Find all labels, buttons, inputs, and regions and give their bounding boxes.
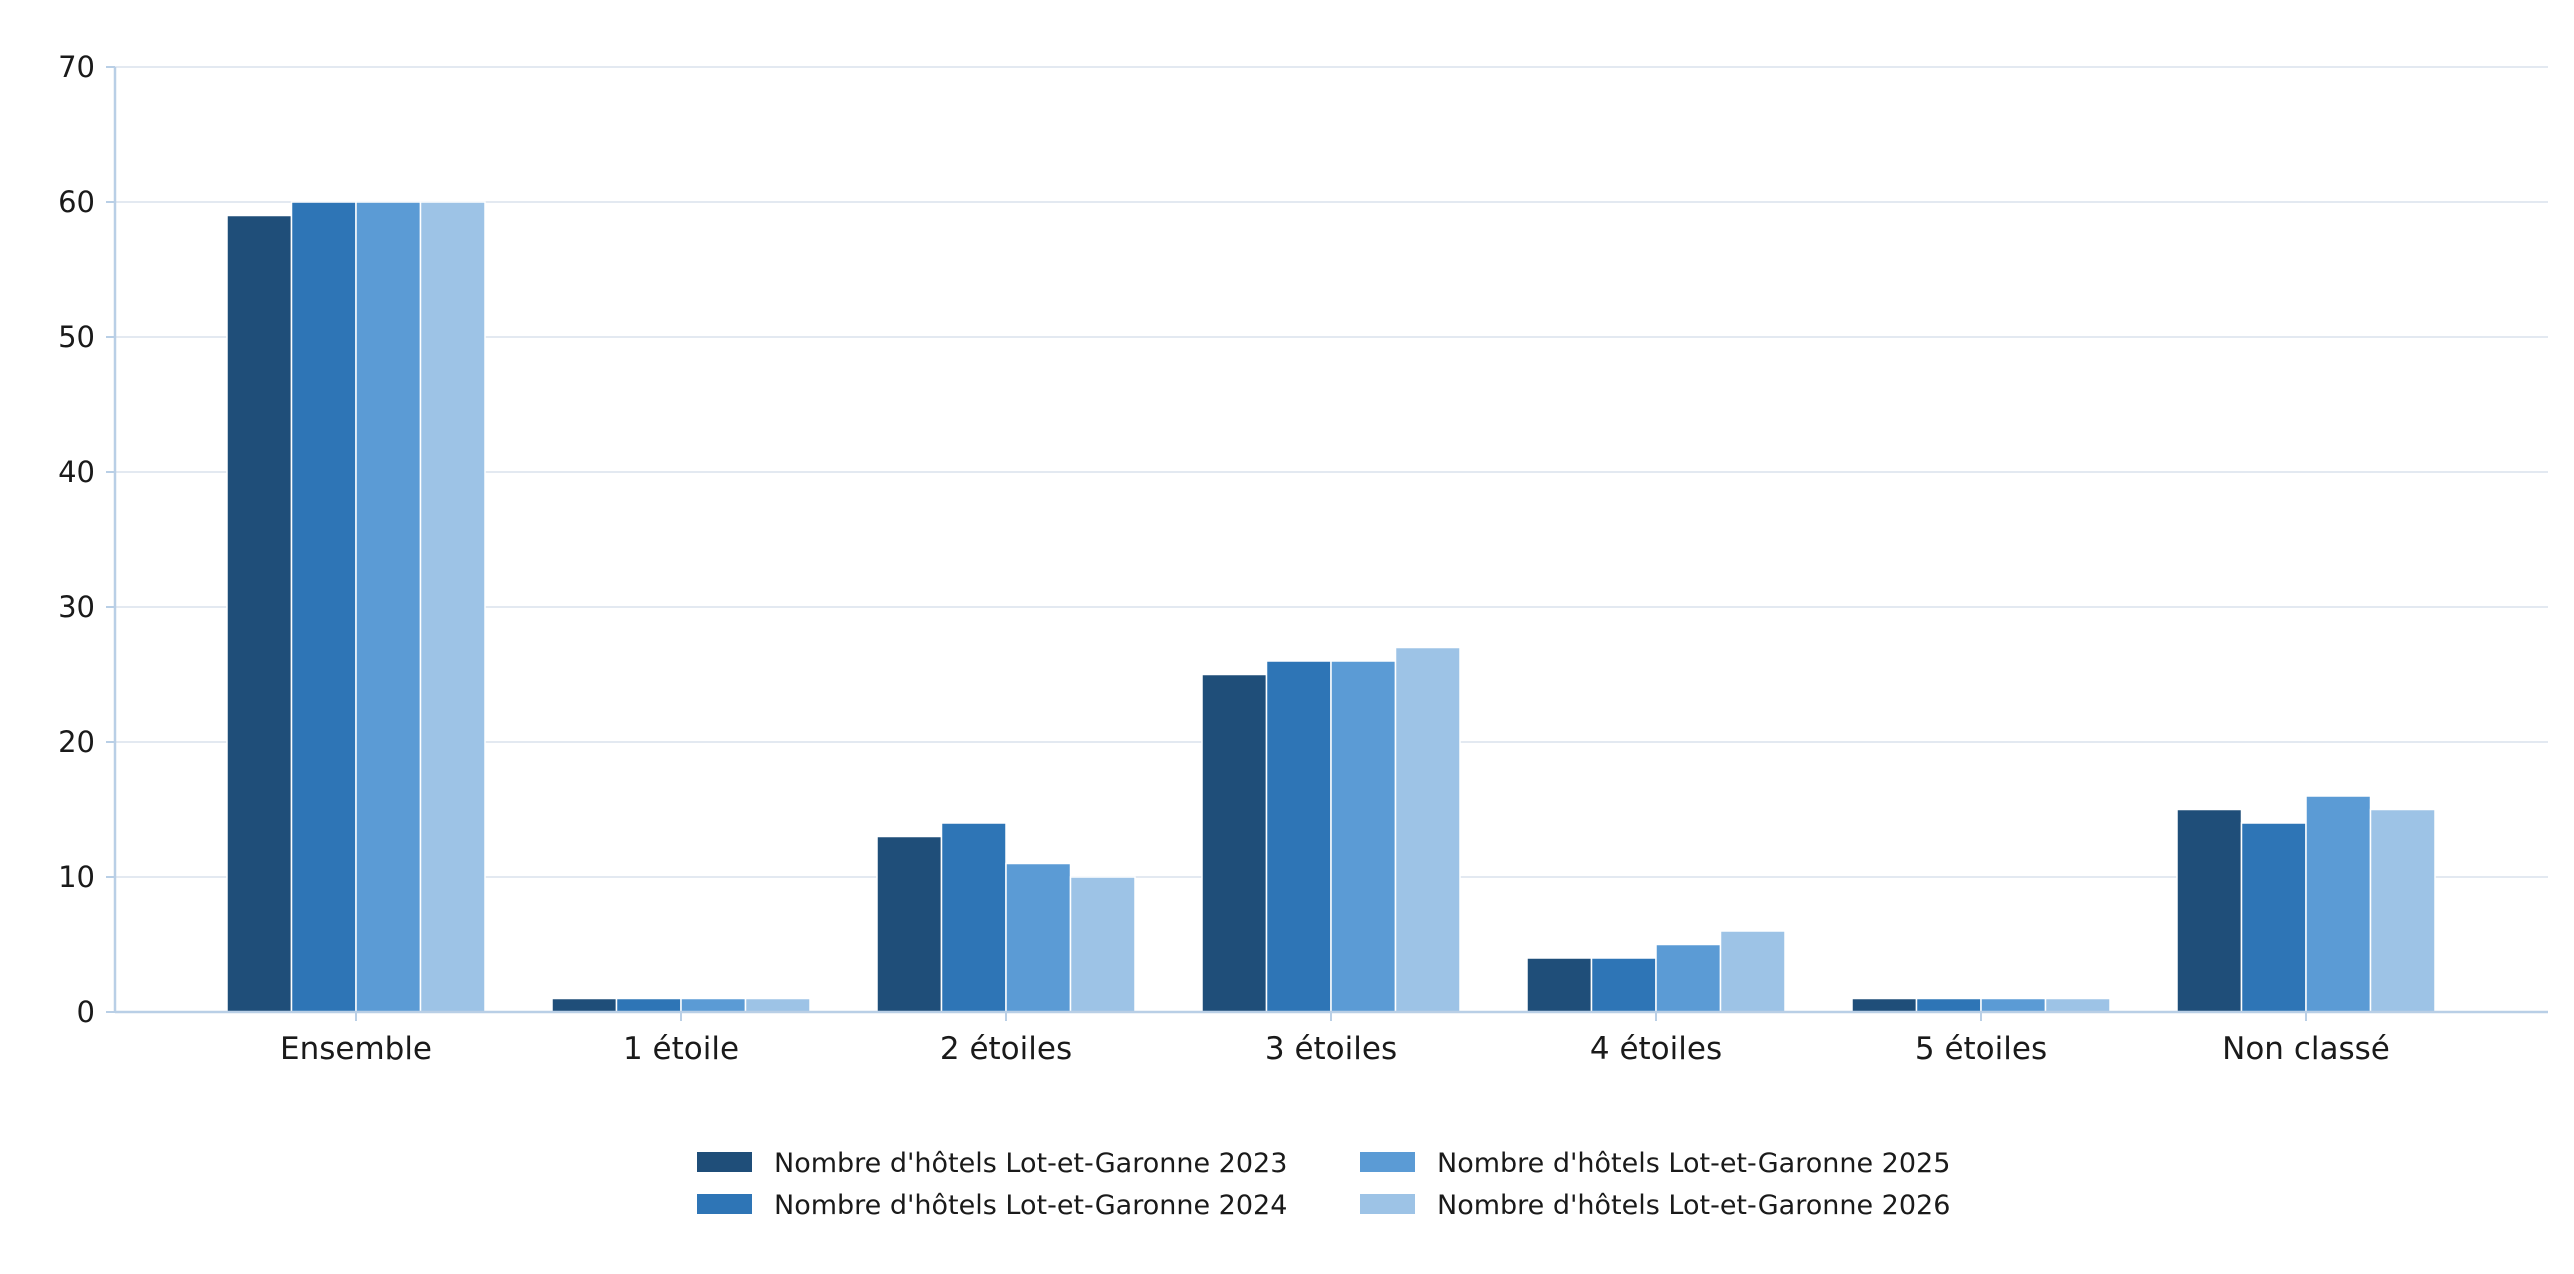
legend: Nombre d'hôtels Lot-et-Garonne 2023 Nombr… — [697, 1148, 1950, 1221]
bar — [2176, 808, 2243, 1013]
x-tick-label: 1 étoile — [623, 1031, 739, 1067]
bar — [615, 997, 682, 1013]
x-tick-label: 5 étoiles — [1915, 1031, 2047, 1067]
bar — [290, 201, 357, 1013]
y-tick-label: 20 — [58, 725, 95, 759]
x-tick-label: 3 étoiles — [1265, 1031, 1397, 1067]
legend-swatch — [1360, 1152, 1415, 1172]
bar — [1394, 646, 1461, 1013]
bar — [419, 201, 486, 1013]
bar — [2369, 808, 2436, 1013]
y-tick-label: 60 — [58, 185, 95, 219]
x-tick-label: Non classé — [2222, 1031, 2390, 1067]
bar — [1590, 957, 1657, 1013]
x-tick-label: 4 étoiles — [1590, 1031, 1722, 1067]
x-axis-ticks: Ensemble 1 étoile 2 étoiles 3 étoiles 4 étoi… — [280, 1012, 2390, 1067]
bar — [1069, 876, 1136, 1013]
bar — [1851, 997, 1918, 1013]
bar — [1526, 957, 1593, 1013]
x-tick-label: Ensemble — [280, 1031, 432, 1067]
bar — [1330, 660, 1397, 1013]
bar — [876, 835, 943, 1013]
bar — [2044, 997, 2111, 1013]
bar — [744, 997, 811, 1013]
bar — [1719, 930, 1786, 1013]
legend-label: Nombre d'hôtels Lot-et-Garonne 2023 — [774, 1148, 1287, 1179]
bar — [1265, 660, 1332, 1013]
bar — [940, 822, 1007, 1013]
legend-swatch — [1360, 1194, 1415, 1214]
y-tick-label: 40 — [58, 455, 95, 489]
y-tick-label: 50 — [58, 320, 95, 354]
bar — [2305, 795, 2372, 1013]
bar — [1980, 997, 2047, 1013]
legend-label: Nombre d'hôtels Lot-et-Garonne 2026 — [1437, 1190, 1950, 1221]
bar — [680, 997, 747, 1013]
y-tick-label: 30 — [58, 590, 95, 624]
bar — [1655, 943, 1722, 1013]
y-tick-label: 70 — [58, 50, 95, 84]
legend-label: Nombre d'hôtels Lot-et-Garonne 2024 — [774, 1190, 1287, 1221]
bar — [226, 214, 293, 1013]
y-axis-ticks: 0 10 20 30 40 50 60 70 — [58, 50, 115, 1029]
bar — [1005, 862, 1072, 1013]
bars — [226, 201, 2436, 1013]
grid-lines — [115, 66, 2548, 878]
bar — [2240, 822, 2307, 1013]
y-tick-label: 10 — [58, 860, 95, 894]
x-tick-label: 2 étoiles — [940, 1031, 1072, 1067]
legend-swatch — [697, 1194, 752, 1214]
legend-swatch — [697, 1152, 752, 1172]
y-tick-label: 0 — [77, 995, 95, 1029]
bar — [1201, 673, 1268, 1013]
bar — [1915, 997, 1982, 1013]
bar — [551, 997, 618, 1013]
bar — [355, 201, 422, 1013]
legend-label: Nombre d'hôtels Lot-et-Garonne 2025 — [1437, 1148, 1950, 1179]
